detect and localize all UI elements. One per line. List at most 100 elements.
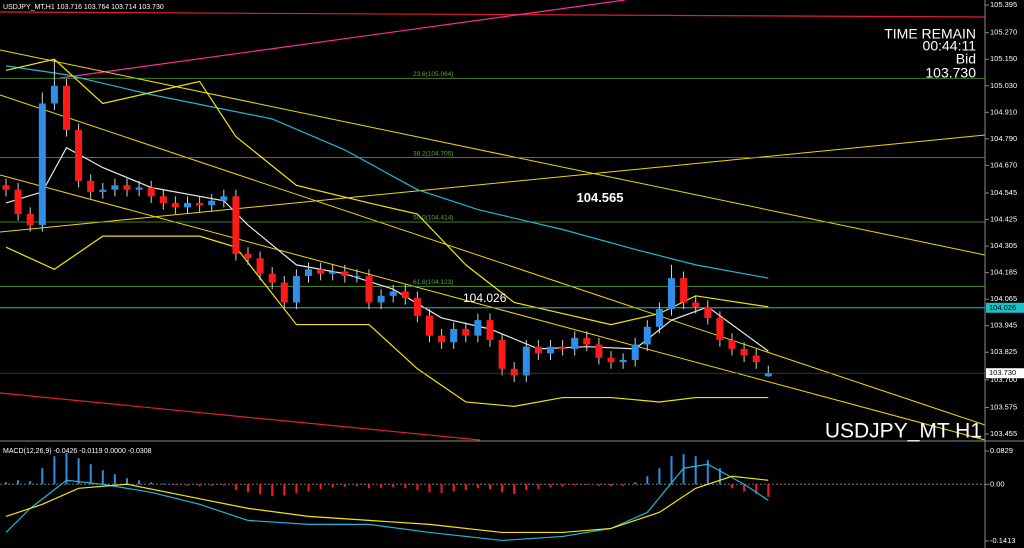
candle-body [752, 355, 760, 363]
y-tick-label: 104.065 [990, 294, 1017, 303]
macd-bar [694, 456, 697, 485]
trend-line [0, 11, 986, 18]
candle-body [498, 340, 506, 369]
y-tick-label: 103.455 [990, 429, 1017, 438]
macd-bar [174, 484, 177, 486]
candle-body [547, 346, 554, 354]
candle-body [728, 340, 736, 349]
macd-bar [17, 480, 20, 485]
candle-body [268, 273, 276, 283]
candle-body [196, 202, 204, 206]
macd-bar [319, 484, 322, 490]
macd-bar [622, 484, 625, 486]
macd-bar [573, 484, 576, 486]
macd-bar [380, 484, 383, 488]
candle-body [341, 271, 349, 276]
macd-bar [537, 484, 540, 490]
indicator-line [5, 65, 769, 279]
candle-body [38, 103, 46, 226]
macd-bar [416, 484, 419, 491]
candle-body [377, 295, 385, 303]
macd-bar [513, 484, 516, 494]
macd-bar [392, 484, 395, 488]
macd-bar [755, 484, 758, 494]
candle-body [14, 189, 22, 215]
candle-body [147, 187, 155, 197]
macd-line [5, 463, 769, 542]
macd-bar [89, 464, 92, 485]
macd-bar [101, 470, 104, 485]
macd-bar [489, 484, 491, 490]
macd-bar [77, 458, 80, 485]
candle-body [534, 346, 542, 354]
bid-tag [986, 368, 1024, 379]
candle-body [486, 320, 494, 341]
macd-bar [440, 484, 443, 494]
candle-body [389, 291, 397, 296]
macd-bar [41, 468, 44, 485]
price-note: 104.565 [577, 190, 624, 205]
candle-body [317, 269, 325, 274]
bid-price: 103.730 [925, 65, 976, 81]
candle-body [329, 271, 337, 274]
candle-body [559, 346, 567, 349]
candle-body [522, 346, 530, 376]
candle-body [292, 275, 300, 303]
y-tick-label: 105.030 [990, 81, 1017, 90]
y-tick-label: 105.270 [990, 28, 1017, 37]
macd-bar [501, 484, 504, 493]
trend-line [0, 134, 986, 233]
fibo-label: 38.2(104.705) [413, 150, 453, 157]
macd-bar [234, 484, 237, 491]
candle-body [571, 337, 579, 349]
price-level-label: 104.026 [463, 291, 507, 305]
macd-bar [331, 484, 334, 488]
candle-body [87, 180, 95, 192]
macd-bar [670, 456, 673, 485]
macd-bar [150, 482, 153, 485]
macd-bar [658, 468, 661, 485]
bid-tag-label: 103.730 [989, 368, 1016, 377]
indicator-line [5, 235, 769, 407]
macd-bar [222, 484, 225, 486]
chart-title: USDJPY_MT H1 [825, 420, 982, 443]
macd-bar [428, 484, 431, 493]
candle-body [305, 269, 312, 276]
candle-body [244, 253, 252, 259]
candle-body [619, 359, 627, 363]
macd-bar [198, 484, 201, 487]
candle-body [135, 187, 143, 190]
y-tick-label: 104.545 [990, 188, 1017, 197]
candle-body [631, 344, 639, 360]
candle-body [716, 317, 724, 341]
y-tick-label: 0.0829 [990, 446, 1013, 455]
chart-header: USDJPY_MT,H1 103.716 103.764 103.714 103… [3, 4, 164, 11]
candle-body [764, 373, 772, 377]
macd-bar [476, 484, 479, 489]
macd-panel: 0.0829 0.00 -0.1413 MACD(12,26,9) -0.0426 -… [0, 446, 1015, 545]
macd-bar [126, 478, 128, 485]
y-tick-label: -0.1413 [990, 536, 1015, 545]
candle-body [510, 368, 518, 376]
candle-body [208, 200, 216, 206]
macd-bar [404, 484, 407, 489]
candle-body [668, 278, 675, 310]
candle-body [401, 291, 409, 299]
candle-body [220, 196, 228, 201]
y-tick-label: 105.395 [990, 0, 1017, 9]
candle-body [426, 315, 433, 336]
macd-bar [295, 484, 298, 494]
trend-line [0, 94, 986, 426]
macd-bar [731, 484, 733, 489]
macd-bar [186, 484, 189, 486]
macd-bar [549, 484, 552, 488]
macd-bar [464, 484, 467, 491]
y-tick-label: 105.150 [990, 54, 1017, 63]
time-remain-label: TIME REMAIN [884, 26, 976, 42]
candle-body [704, 306, 712, 318]
y-tick-label: 104.910 [990, 107, 1017, 116]
candle-body [643, 326, 651, 345]
